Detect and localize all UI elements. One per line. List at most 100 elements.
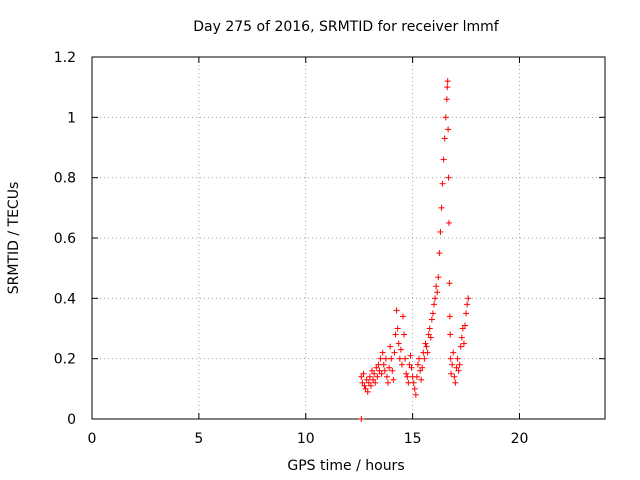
data-point (448, 370, 455, 377)
y-tick-label: 0.6 (54, 231, 76, 247)
data-point (445, 174, 452, 181)
y-tick-label: 0.2 (54, 352, 76, 368)
data-point (436, 250, 443, 257)
data-point (447, 355, 454, 362)
data-point (445, 219, 452, 226)
data-point (372, 379, 379, 386)
data-point (452, 379, 459, 386)
data-point (379, 349, 386, 356)
data-point (433, 283, 440, 290)
data-point (454, 355, 461, 362)
data-point (431, 301, 437, 308)
data-point (426, 325, 433, 332)
data-point (460, 340, 467, 347)
data-point (435, 274, 442, 281)
data-point (359, 379, 366, 386)
data-point (367, 382, 374, 389)
y-tick-label: 1.2 (54, 50, 76, 66)
data-point (385, 379, 392, 386)
data-point (405, 379, 412, 386)
y-tick-label: 0.4 (54, 291, 76, 307)
data-point (421, 355, 428, 362)
data-point (397, 346, 404, 353)
data-point (413, 373, 420, 380)
data-point (371, 370, 378, 377)
data-point (362, 385, 369, 392)
x-axis-label: GPS time / hours (287, 458, 404, 474)
data-point (418, 376, 425, 383)
data-point (404, 373, 411, 380)
data-point (408, 364, 415, 371)
data-point (455, 367, 462, 374)
data-point (429, 310, 436, 317)
data-point (363, 376, 370, 383)
y-axis-label: SRMTID / TECUs (6, 182, 22, 295)
data-point (463, 310, 470, 317)
data-point (390, 376, 397, 383)
data-point (451, 373, 458, 380)
data-point (388, 355, 395, 362)
data-point (434, 289, 441, 296)
data-point (412, 391, 419, 398)
data-point (464, 301, 471, 308)
data-point (403, 370, 410, 377)
x-tick-label: 5 (194, 431, 203, 447)
data-point (444, 78, 451, 85)
data-point (392, 331, 399, 338)
data-point (394, 325, 401, 332)
data-point (407, 352, 414, 359)
data-point (366, 373, 373, 380)
data-point (377, 355, 384, 362)
data-point (445, 126, 452, 133)
data-point (444, 84, 451, 91)
data-point (391, 349, 398, 356)
data-point (365, 379, 372, 386)
data-point (449, 361, 456, 368)
data-point (427, 334, 434, 341)
data-point (364, 388, 371, 395)
data-point (438, 204, 445, 211)
data-point (417, 367, 424, 374)
data-point (358, 373, 365, 380)
grid (92, 57, 605, 419)
data-point (395, 340, 402, 347)
data-point (424, 349, 431, 356)
data-point (411, 385, 418, 392)
data-point (459, 325, 466, 332)
x-tick-label: 20 (511, 431, 529, 447)
data-point (439, 180, 446, 187)
data-point (376, 367, 383, 374)
data-point (440, 156, 447, 163)
data-point (419, 364, 426, 371)
data-point (374, 373, 381, 380)
data-point (378, 370, 385, 377)
data-point (443, 96, 450, 103)
data-point (461, 322, 468, 329)
data-point (446, 313, 453, 320)
data-point (456, 361, 463, 368)
y-tick-label: 0 (67, 412, 76, 428)
data-point (457, 343, 464, 350)
data-point (402, 355, 409, 362)
data-point (441, 135, 448, 142)
data-point (396, 355, 403, 362)
data-points (358, 78, 472, 422)
data-point (380, 361, 387, 368)
data-point (381, 367, 388, 374)
x-tick-label: 15 (404, 431, 422, 447)
data-point (423, 343, 430, 350)
data-point (400, 313, 407, 320)
data-point (442, 114, 449, 121)
data-point (401, 331, 408, 338)
data-point (360, 370, 367, 377)
data-point (386, 364, 393, 371)
data-point (410, 379, 417, 386)
data-point (453, 364, 460, 371)
data-point (369, 367, 376, 374)
data-point (375, 361, 382, 368)
data-point (425, 331, 432, 338)
data-point (370, 376, 377, 383)
data-point (428, 316, 435, 323)
data-point (458, 334, 465, 341)
